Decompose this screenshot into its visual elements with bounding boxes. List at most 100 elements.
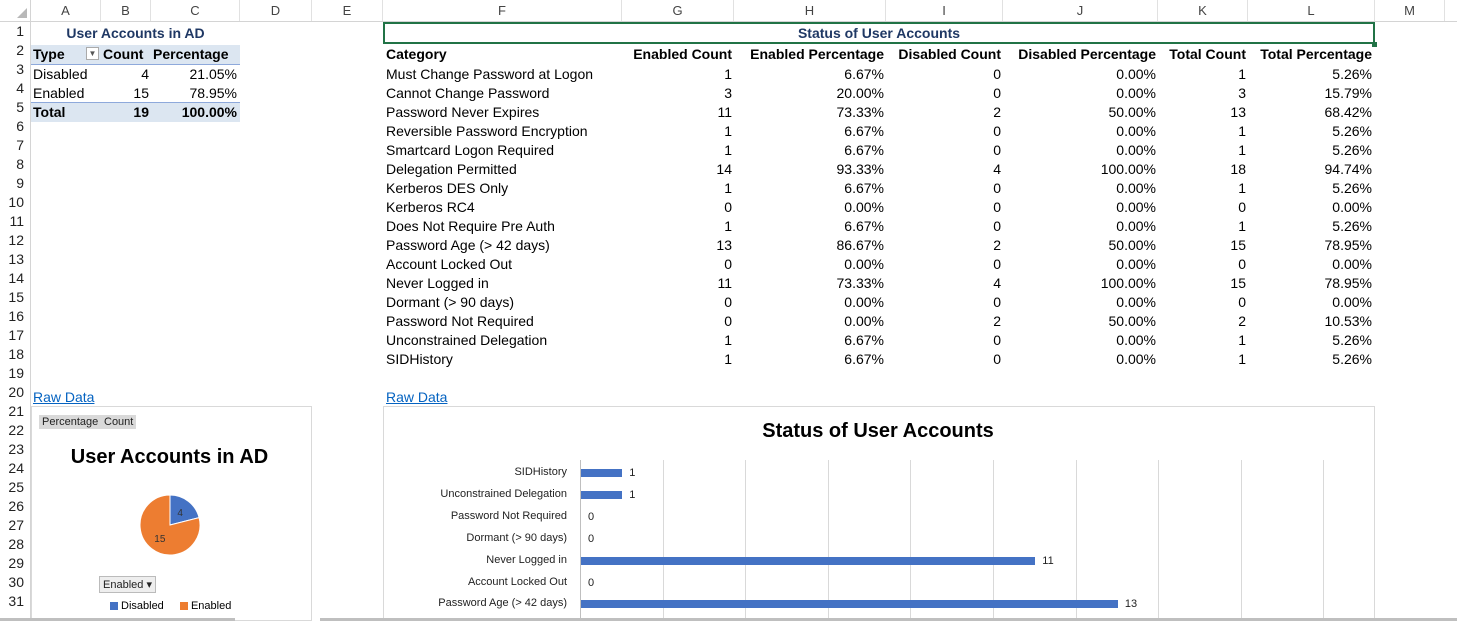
status-cell[interactable]: 0.00% [1116,180,1156,196]
status-cell[interactable]: 1 [724,123,732,139]
status-cell[interactable]: 13 [1230,104,1246,120]
status-cell[interactable]: 4 [993,275,1001,291]
status-cell[interactable]: 15 [1230,237,1246,253]
status-cell[interactable]: Password Not Required [386,313,534,329]
raw-data-link-right[interactable]: Raw Data [386,389,448,405]
status-cell[interactable]: 1 [724,66,732,82]
column-header-f[interactable]: F [383,0,622,21]
enabled-filter-button[interactable]: Enabled ▾ [99,576,156,593]
status-cell[interactable]: 6.67% [844,351,884,367]
status-header-cell[interactable]: Enabled Percentage [750,46,884,62]
horizontal-scrollbar-left[interactable] [0,618,235,621]
status-cell[interactable]: 0.00% [1116,218,1156,234]
row-header[interactable]: 24 [8,460,24,476]
pie-slice-enabled[interactable] [139,494,201,556]
column-header-a[interactable]: A [31,0,101,21]
status-cell[interactable]: 0 [993,123,1001,139]
pivot-total-percentage[interactable]: 100.00% [181,104,237,120]
row-header[interactable]: 1 [16,23,24,39]
status-cell[interactable]: 0.00% [1116,85,1156,101]
row-header[interactable]: 17 [8,327,24,343]
status-cell[interactable]: 5.26% [1332,142,1372,158]
status-cell[interactable]: 0 [724,256,732,272]
bar[interactable] [581,600,1118,609]
status-cell[interactable]: Dormant (> 90 days) [386,294,514,310]
status-cell[interactable]: 1 [724,351,732,367]
status-cell[interactable]: 15.79% [1324,85,1372,101]
bar[interactable] [581,469,623,477]
status-cell[interactable]: 0.00% [844,256,884,272]
column-header-g[interactable]: G [622,0,734,21]
bar[interactable] [581,556,1036,565]
status-cell[interactable]: 10.53% [1324,313,1372,329]
status-cell[interactable]: 0 [993,332,1001,348]
status-cell[interactable]: 6.67% [844,123,884,139]
bar[interactable] [581,490,623,499]
status-cell[interactable]: 15 [1230,275,1246,291]
status-cell[interactable]: Account Locked Out [386,256,513,272]
status-cell[interactable]: 4 [993,161,1001,177]
row-header[interactable]: 12 [8,232,24,248]
status-cell[interactable]: Unconstrained Delegation [386,332,548,348]
row-header[interactable]: 13 [8,251,24,267]
row-header[interactable]: 18 [8,346,24,362]
status-cell[interactable]: 93.33% [836,161,884,177]
status-cell[interactable]: 0.00% [844,199,884,215]
status-header-cell[interactable]: Disabled Count [898,46,1001,62]
row-header[interactable]: 28 [8,536,24,552]
row-header[interactable]: 25 [8,479,24,495]
row-header[interactable]: 23 [8,441,24,457]
status-cell[interactable]: 20.00% [836,85,884,101]
status-header-cell[interactable]: Category [386,46,447,62]
status-cell[interactable]: 50.00% [1108,313,1156,329]
status-cell[interactable]: 68.42% [1324,104,1372,120]
status-cell[interactable]: 5.26% [1332,66,1372,82]
row-header[interactable]: 15 [8,289,24,305]
row-header[interactable]: 2 [16,42,24,58]
column-header-c[interactable]: C [151,0,240,21]
status-cell[interactable]: 50.00% [1108,104,1156,120]
status-cell[interactable]: 18 [1230,161,1246,177]
pivot-total-type[interactable]: Total [33,104,66,120]
status-cell[interactable]: Kerberos RC4 [386,199,475,215]
pivot-row-percentage[interactable]: 78.95% [189,85,237,101]
row-header[interactable]: 11 [9,213,24,229]
status-cell[interactable]: 1 [1238,218,1246,234]
status-cell[interactable]: 3 [724,85,732,101]
pie-slice-disabled[interactable] [169,494,200,526]
status-cell[interactable]: 1 [1238,123,1246,139]
status-cell[interactable]: 0.00% [1116,142,1156,158]
status-cell[interactable]: 0.00% [1332,199,1372,215]
status-cell[interactable]: 78.95% [1324,275,1372,291]
status-cell[interactable]: Must Change Password at Logon [386,66,594,82]
status-cell[interactable]: 6.67% [844,218,884,234]
percentage-field-button[interactable]: Percentage [39,415,102,429]
status-cell[interactable]: 0.00% [1116,66,1156,82]
status-cell[interactable]: 2 [993,237,1001,253]
status-cell[interactable]: Password Age (> 42 days) [386,237,550,253]
status-cell[interactable]: 0 [993,142,1001,158]
status-cell[interactable]: Cannot Change Password [386,85,550,101]
row-header[interactable]: 6 [16,118,24,134]
status-cell[interactable]: 0.00% [1116,256,1156,272]
row-header[interactable]: 16 [8,308,24,324]
status-cell[interactable]: 5.26% [1332,332,1372,348]
status-cell[interactable]: 2 [993,313,1001,329]
status-cell[interactable]: 5.26% [1332,123,1372,139]
status-cell[interactable]: 3 [1238,85,1246,101]
column-header-k[interactable]: K [1158,0,1248,21]
row-header[interactable]: 30 [8,574,24,590]
column-header-m[interactable]: M [1375,0,1445,21]
status-cell[interactable]: 5.26% [1332,180,1372,196]
status-cell[interactable]: 13 [716,237,732,253]
row-header[interactable]: 27 [8,517,24,533]
row-header[interactable]: 26 [8,498,24,514]
row-header[interactable]: 14 [8,270,24,286]
status-cell[interactable]: 0 [724,313,732,329]
pivot-row-count[interactable]: 4 [141,66,149,82]
status-header-cell[interactable]: Disabled Percentage [1018,46,1156,62]
status-cell[interactable]: SIDHistory [386,351,453,367]
row-header[interactable]: 9 [16,175,24,191]
type-filter-dropdown-icon[interactable]: ▼ [86,47,99,60]
status-cell[interactable]: 0 [993,85,1001,101]
